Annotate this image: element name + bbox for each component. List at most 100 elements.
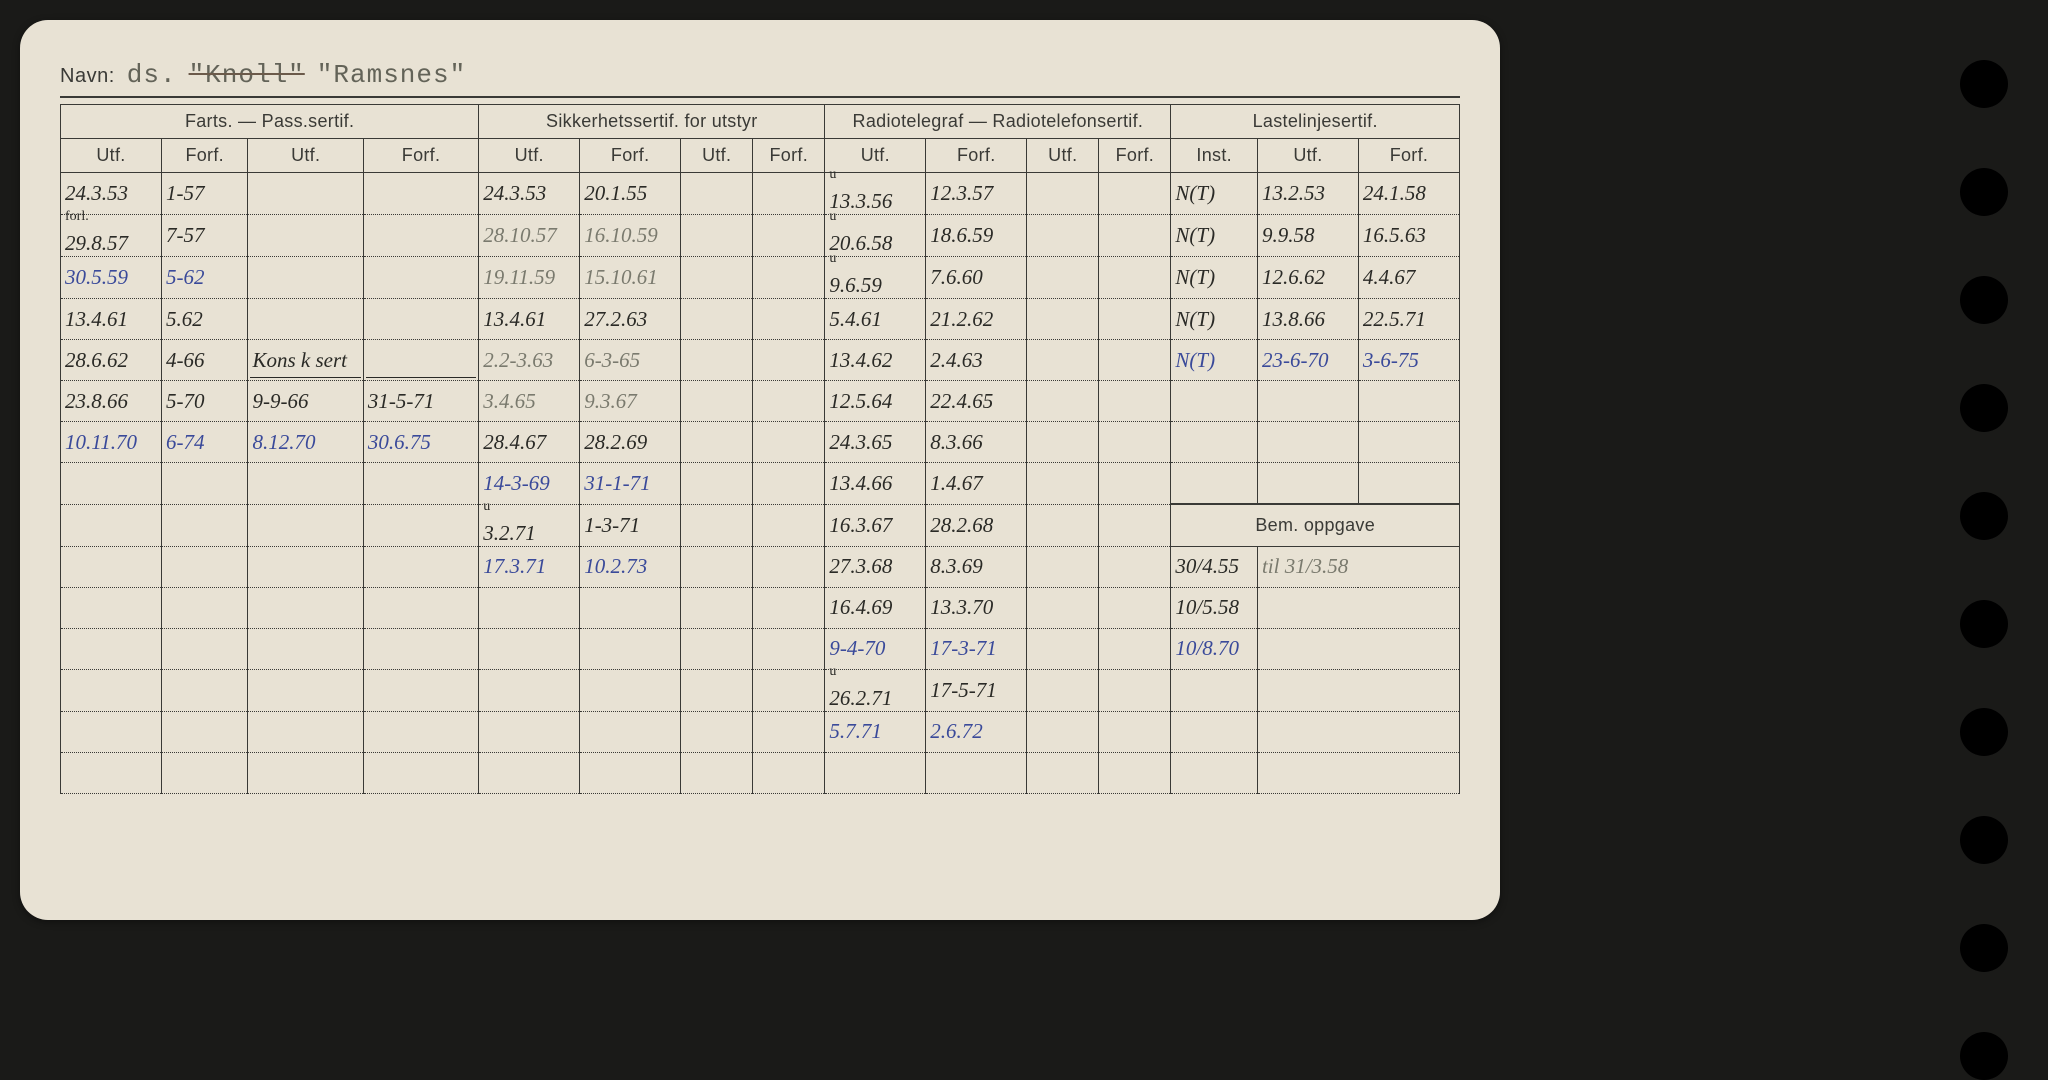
cell-d1: N(T): [1171, 215, 1258, 257]
cell-c3: [1027, 463, 1099, 505]
cell-a1: [61, 504, 162, 546]
cell-a3: [248, 587, 363, 628]
cell-d1: N(T): [1171, 340, 1258, 381]
cell-c3: [1027, 669, 1099, 711]
cell-c4: [1099, 504, 1171, 546]
cell-d2: 13.2.53: [1257, 173, 1358, 215]
cell-e2: til 31/3.58: [1257, 546, 1459, 587]
cell-a3: [248, 504, 363, 546]
table-row: u26.2.7117-5-71: [61, 669, 1460, 711]
cell-b2: 9.3.67: [580, 381, 681, 422]
binder-hole: [1960, 384, 2008, 432]
cell-b4: [753, 711, 825, 752]
cell-c2: 17-5-71: [926, 669, 1027, 711]
cell-a4: [363, 628, 478, 669]
cell-d3: 22.5.71: [1358, 299, 1459, 340]
cell-b4: [753, 299, 825, 340]
cell-a4: [363, 215, 478, 257]
col-forf: Forf.: [363, 139, 478, 173]
cell-c1: 13.4.62: [825, 340, 926, 381]
cell-d3: [1358, 463, 1459, 505]
cell-b1: [479, 628, 580, 669]
cell-c1: 24.3.65: [825, 422, 926, 463]
cell-c4: [1099, 257, 1171, 299]
binder-hole: [1960, 600, 2008, 648]
cell-b4: [753, 587, 825, 628]
cell-b2: 20.1.55: [580, 173, 681, 215]
cell-a4: [363, 711, 478, 752]
cell-b3: [681, 422, 753, 463]
cell-d1: N(T): [1171, 299, 1258, 340]
cell-a3: [248, 669, 363, 711]
binder-hole: [1960, 60, 2008, 108]
table-row: u3.2.711-3-7116.3.6728.2.68Bem. oppgave: [61, 504, 1460, 546]
cell-b2: 16.10.59: [580, 215, 681, 257]
cell-c4: [1099, 381, 1171, 422]
cell-a1: [61, 587, 162, 628]
cell-a2: [161, 628, 248, 669]
cell-e1: [1171, 669, 1258, 711]
binder-hole: [1960, 1032, 2008, 1080]
cell-c4: [1099, 463, 1171, 505]
cell-a1: [61, 463, 162, 505]
table-row: 28.6.624-66Kons k sert2.2-3.636-3-6513.4…: [61, 340, 1460, 381]
cell-c2: 2.6.72: [926, 711, 1027, 752]
cell-e1: [1171, 711, 1258, 752]
cell-d2: [1257, 422, 1358, 463]
cell-c4: [1099, 299, 1171, 340]
cell-c2: 21.2.62: [926, 299, 1027, 340]
name-label: Navn:: [60, 65, 115, 88]
name-current: "Ramsnes": [317, 60, 466, 90]
binder-hole: [1960, 708, 2008, 756]
cell-b1: [479, 711, 580, 752]
cell-c4: [1099, 628, 1171, 669]
cell-b3: [681, 587, 753, 628]
cell-b1: 28.4.67: [479, 422, 580, 463]
table-row: 17.3.7110.2.7327.3.688.3.6930/4.55til 31…: [61, 546, 1460, 587]
cell-b4: [753, 463, 825, 505]
cell-c2: 2.4.63: [926, 340, 1027, 381]
col-utf: Utf.: [61, 139, 162, 173]
cell-b2: [580, 669, 681, 711]
cell-b1: 13.4.61: [479, 299, 580, 340]
cell-b3: [681, 173, 753, 215]
cell-b1: u3.2.71: [479, 504, 580, 546]
cell-b2: 27.2.63: [580, 299, 681, 340]
bem-header: Bem. oppgave: [1171, 504, 1460, 546]
cell-a3: 8.12.70: [248, 422, 363, 463]
cell-b3: [681, 546, 753, 587]
cell-a2: 1-57: [161, 173, 248, 215]
cell-c2: 17-3-71: [926, 628, 1027, 669]
cell-c2: 8.3.66: [926, 422, 1027, 463]
cell-a1: [61, 669, 162, 711]
group-header-lastelinje: Lastelinjesertif.: [1171, 105, 1460, 139]
cell-b4: [753, 504, 825, 546]
cell-b2: [580, 711, 681, 752]
cell-e2: [1257, 711, 1459, 752]
cell-e1: 10/8.70: [1171, 628, 1258, 669]
col-utf: Utf.: [1027, 139, 1099, 173]
cell-a2: [161, 711, 248, 752]
cell-a2: [161, 463, 248, 505]
cell-c3: [1027, 299, 1099, 340]
cell-c3: [1027, 628, 1099, 669]
col-utf: Utf.: [479, 139, 580, 173]
cell-a3: [248, 257, 363, 299]
cell-a3: 9-9-66: [248, 381, 363, 422]
cell-b3: [681, 752, 753, 793]
table-row: 24.3.531-5724.3.5320.1.55u13.3.5612.3.57…: [61, 173, 1460, 215]
cell-d1: N(T): [1171, 257, 1258, 299]
table-row: [61, 752, 1460, 793]
cell-d3: 24.1.58: [1358, 173, 1459, 215]
record-card: Navn: ds. "Knoll" "Ramsnes" Farts. — Pas…: [20, 20, 1500, 920]
col-forf: Forf.: [1358, 139, 1459, 173]
cell-b4: [753, 422, 825, 463]
table-head: Farts. — Pass.sertif. Sikkerhetssertif. …: [61, 105, 1460, 173]
cell-b1: [479, 587, 580, 628]
table-row: 5.7.712.6.72: [61, 711, 1460, 752]
cell-a4: [363, 340, 478, 381]
cell-b3: [681, 463, 753, 505]
cell-a2: [161, 587, 248, 628]
cell-a2: [161, 546, 248, 587]
cell-c1: u9.6.59: [825, 257, 926, 299]
